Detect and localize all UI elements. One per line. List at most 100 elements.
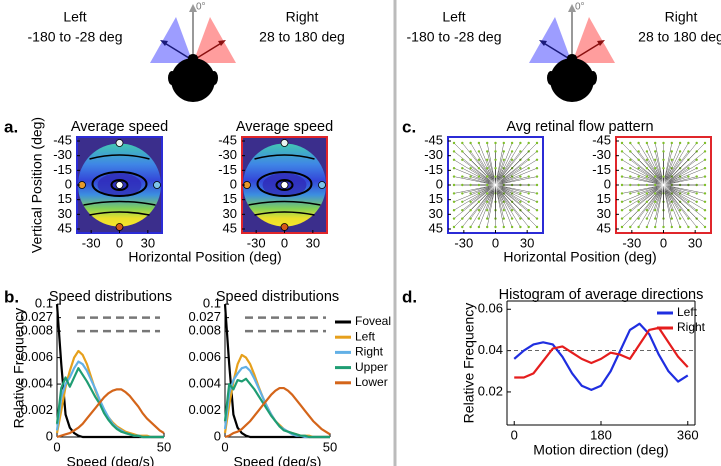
- flow-streak: [669, 187, 706, 203]
- flow-streak: [501, 191, 538, 228]
- flow-streak: [638, 151, 660, 181]
- flow-arrow: [486, 167, 489, 170]
- right-arrow: [196, 41, 224, 59]
- flow-arrow: [494, 158, 497, 161]
- flow-streak: [478, 186, 494, 194]
- flow-streak: [655, 186, 663, 194]
- flow-streak: [486, 142, 495, 179]
- flow-arrow: [703, 225, 707, 229]
- right-arrow: [575, 41, 603, 59]
- y-tick-label: -30: [53, 147, 72, 162]
- y-tick-label: 30: [597, 206, 611, 221]
- flow-arrow: [452, 167, 456, 170]
- flow-arrow: [519, 167, 522, 170]
- flow-arrow: [687, 192, 690, 195]
- contour: [83, 200, 156, 206]
- flow-streak: [470, 186, 492, 194]
- y-tick-label: 0.1: [203, 296, 221, 311]
- flow-streak: [499, 189, 521, 219]
- arrow-head: [568, 4, 576, 12]
- flow-arrow: [687, 167, 690, 170]
- location-marker: [280, 223, 289, 231]
- location-marker: [153, 181, 161, 189]
- flow-arrow: [637, 150, 640, 153]
- flow-arrow: [637, 158, 640, 161]
- flow-streak: [654, 142, 663, 179]
- flow-streak: [638, 167, 660, 183]
- flow-arrow: [654, 225, 657, 229]
- flow-arrow: [670, 158, 673, 161]
- flow-arrow: [469, 209, 472, 212]
- flow-arrow: [494, 167, 497, 170]
- flow-arrow: [477, 225, 481, 229]
- legend-label: Left: [355, 329, 376, 343]
- flow-arrow: [703, 209, 707, 212]
- flow-arrow: [477, 209, 481, 212]
- flow-arrow: [519, 225, 522, 229]
- flow-arrow: [654, 141, 657, 145]
- flow-arrow: [527, 167, 530, 170]
- flow-streak: [638, 189, 660, 219]
- flow-streak: [497, 191, 513, 228]
- flow-arrow: [629, 158, 632, 161]
- flow-arrow: [620, 217, 624, 220]
- flow-streak: [500, 186, 529, 194]
- flow-arrow: [502, 209, 505, 212]
- flow-streak: [654, 187, 663, 202]
- flow-arrow: [535, 225, 539, 229]
- left-range: -180 to -28 deg: [407, 29, 502, 45]
- flow-arrow: [620, 183, 624, 187]
- y-tick-label: 0: [214, 428, 221, 443]
- flow-arrow: [477, 217, 481, 220]
- x-tick-label: 30: [520, 235, 534, 250]
- flow-arrow: [469, 183, 472, 187]
- chart-title: Histogram of average directions: [499, 287, 704, 303]
- y-tick-label: 0: [436, 176, 443, 191]
- x-tick-label: 30: [141, 235, 155, 250]
- y-tick-label: -45: [592, 132, 611, 147]
- flow-arrow: [645, 200, 649, 203]
- flow-streak: [630, 142, 659, 179]
- right-label: Right: [665, 9, 698, 25]
- flow-streak: [501, 189, 538, 219]
- chart-title: Average speed: [71, 119, 168, 135]
- flow-arrow: [469, 141, 472, 145]
- flow-streak: [487, 186, 495, 194]
- flow-streak: [500, 188, 529, 211]
- left-field: [529, 17, 572, 63]
- flow-arrow: [645, 158, 649, 161]
- flow-streak: [667, 176, 689, 184]
- flow-arrow: [469, 225, 472, 229]
- flow-streak: [638, 191, 660, 228]
- flow-arrow: [461, 141, 464, 145]
- flow-streak: [665, 151, 681, 181]
- y-axis-label: Relative Frequency: [461, 303, 477, 424]
- flow-streak: [478, 188, 494, 211]
- ear: [547, 71, 555, 85]
- zero-label: 0°: [575, 2, 585, 13]
- flow-streak: [665, 142, 681, 179]
- flow-streak: [499, 191, 521, 228]
- flow-streak: [669, 159, 706, 182]
- y-tick-label: 0.004: [188, 376, 221, 391]
- flow-streak: [621, 188, 658, 211]
- flow-arrow: [703, 158, 707, 161]
- flow-streak: [470, 191, 492, 228]
- flow-streak: [638, 176, 660, 184]
- contour: [275, 179, 294, 191]
- x-tick-label: -30: [622, 235, 641, 250]
- flow-arrow: [452, 217, 456, 220]
- x-tick-label: 0: [116, 235, 123, 250]
- flow-arrow: [486, 158, 489, 161]
- flow-arrow: [452, 150, 456, 153]
- flow-streak: [478, 142, 494, 179]
- flow-arrow: [695, 200, 698, 203]
- flow-arrow: [687, 200, 690, 203]
- flow-streak: [638, 186, 660, 194]
- flow-arrow: [629, 175, 632, 178]
- legend-label: Left: [677, 305, 698, 319]
- flow-arrow: [477, 158, 481, 161]
- flow-arrow: [678, 217, 682, 220]
- flow-streak: [486, 159, 495, 182]
